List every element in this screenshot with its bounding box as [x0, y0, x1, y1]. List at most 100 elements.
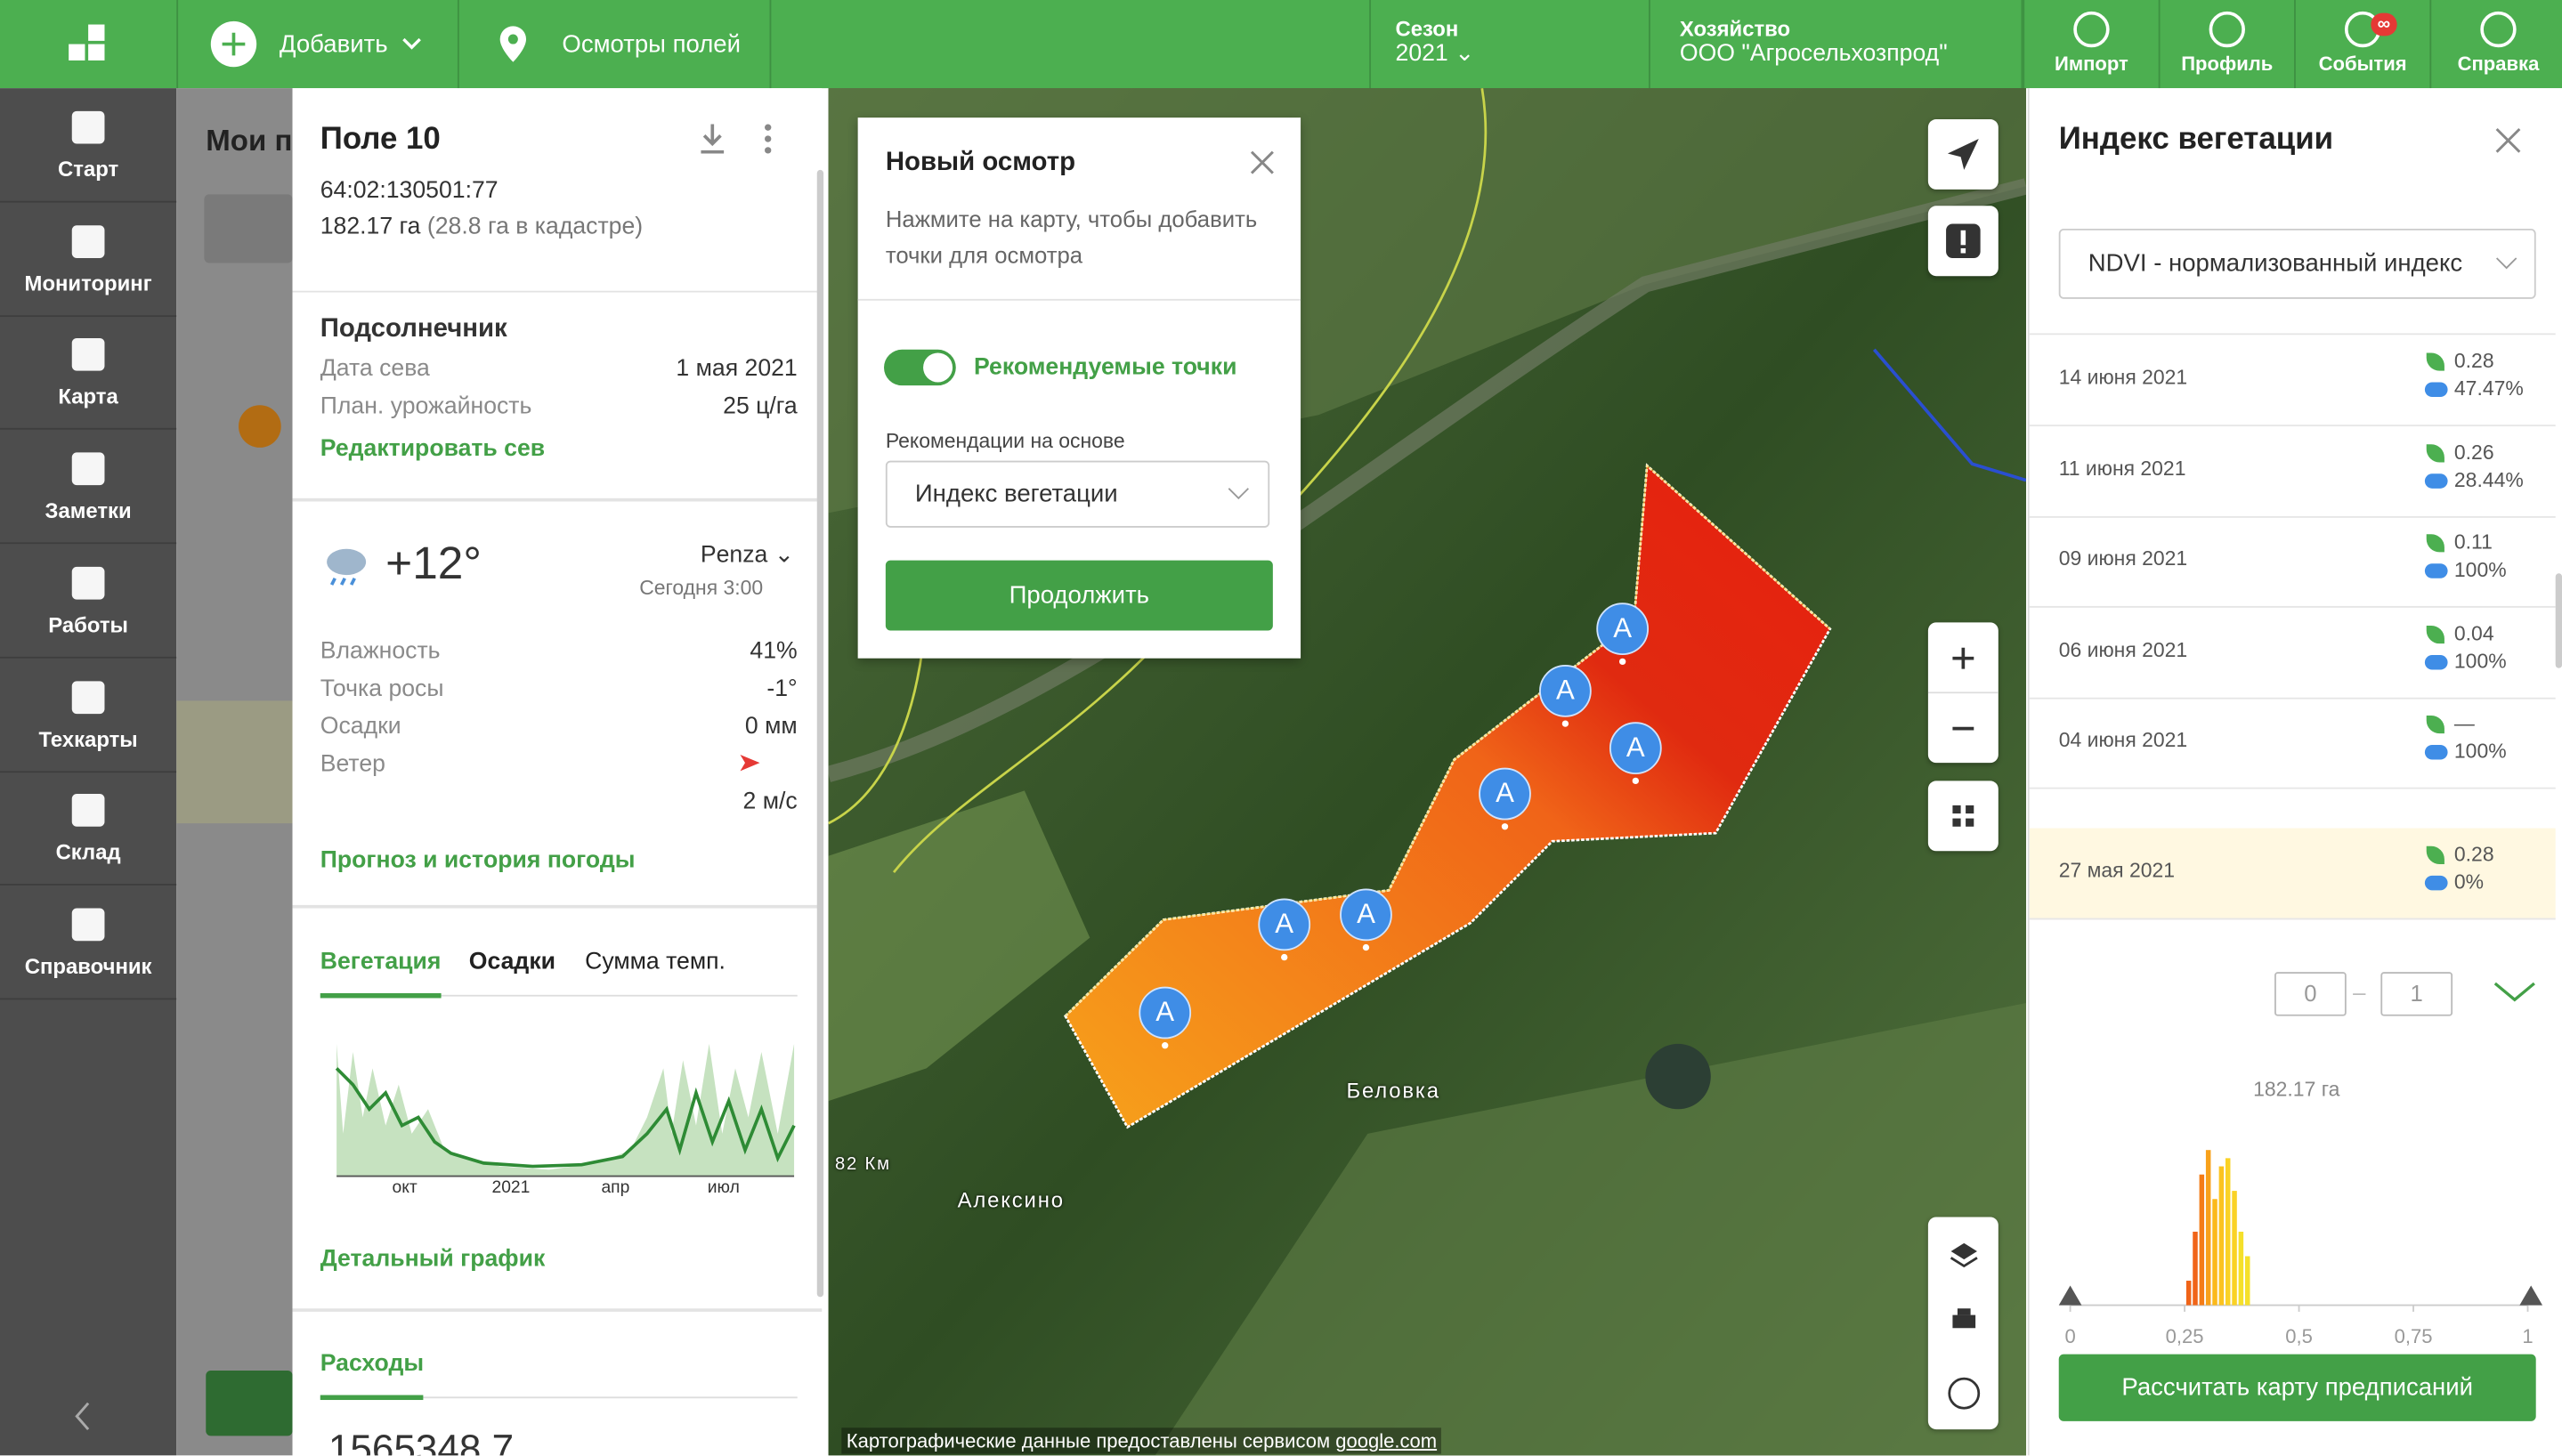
ndvi-value: —	[2453, 712, 2475, 736]
chevron	[1228, 488, 1249, 500]
expand-icon[interactable]	[2493, 980, 2536, 1003]
divider	[292, 904, 823, 909]
index-select[interactable]: NDVI - нормализованный индекс	[2058, 228, 2536, 299]
row-value: 1 мая 2021	[676, 356, 798, 383]
chart-tab[interactable]: Осадки	[468, 949, 556, 975]
nav-item[interactable]: Техкарты	[0, 658, 177, 772]
decoration	[2218, 1166, 2225, 1306]
sowing-row: План. урожайность 25 ц/га	[320, 393, 798, 419]
cloud-icon	[2424, 382, 2448, 398]
nav-item[interactable]: Заметки	[0, 430, 177, 545]
zoom-control[interactable]	[1927, 622, 1999, 764]
range-max[interactable]: 1	[2380, 972, 2453, 1016]
nav-item[interactable]: Работы	[0, 544, 177, 659]
weather-city[interactable]: Penza ⌄	[700, 542, 795, 569]
pin-dot	[1618, 658, 1626, 666]
attribution-link[interactable]: google.com	[1335, 1429, 1438, 1452]
decoration	[2185, 1281, 2192, 1306]
decoration	[2232, 1191, 2237, 1306]
date-row[interactable]: 11 июня 2021 0.26 28.44%	[2029, 425, 2556, 518]
inspections-button[interactable]: Осмотры полей	[461, 0, 772, 89]
top-action[interactable]: Справка	[2429, 0, 2562, 89]
zoom-icons	[1927, 647, 1999, 731]
field-title: Поле 10	[320, 122, 441, 158]
add-label: Добавить	[279, 29, 388, 59]
expenses-title[interactable]: Расходы	[320, 1350, 425, 1378]
mini-line	[335, 1067, 796, 1169]
continue-button[interactable]: Продолжить	[885, 560, 1273, 631]
locate-icon	[1947, 139, 1979, 170]
date-row[interactable]: 09 июня 2021 0.11 100%	[2029, 516, 2556, 609]
expenses-value: 1565348,7	[328, 1428, 515, 1456]
layers-grid-button[interactable]	[1927, 781, 1999, 852]
area-line: 182.17 га (28.8 га в кадастре)	[320, 214, 643, 239]
weather-link[interactable]: Прогноз и истoрия погоды	[320, 847, 636, 874]
tabs-line	[320, 1396, 798, 1399]
decoration	[1966, 805, 1974, 814]
date-row[interactable]: 14 июня 2021 0.28 47.47%	[2029, 335, 2556, 427]
ndvi-value: 0.04	[2453, 621, 2494, 645]
nav-item[interactable]: Склад	[0, 772, 177, 886]
nav-item[interactable]: Справочник	[0, 886, 177, 1000]
date-row[interactable]: 04 июня 2021 — 100%	[2029, 698, 2556, 790]
sowing-row: Дата сева 1 мая 2021	[320, 356, 798, 382]
top-action[interactable]: Профиль	[2158, 0, 2294, 89]
collapse-icon[interactable]	[72, 1400, 95, 1433]
season-select[interactable]: Сезон 2021 ⌄	[1369, 0, 1650, 89]
chart-tab[interactable]: Сумма темп.	[585, 949, 726, 975]
decoration	[507, 34, 518, 44]
detail-chart-link[interactable]: Детальный график	[320, 1246, 546, 1273]
close-icon[interactable]	[1250, 150, 1275, 175]
inspection-pin[interactable]: A	[1596, 603, 1650, 656]
divider	[2029, 333, 2556, 336]
inspection-pin[interactable]: A	[1609, 722, 1662, 775]
toggle[interactable]	[884, 348, 958, 387]
date: 09 июня 2021	[2058, 547, 2188, 570]
inspection-pin[interactable]: A	[1479, 767, 1531, 821]
prescription-button[interactable]: Рассчитать карту предписаний	[2058, 1354, 2536, 1421]
date-row[interactable]: 27 мая 2021 0.28 0%	[2029, 828, 2556, 920]
date-row[interactable]: 06 июня 2021 0.04 100%	[2029, 607, 2556, 700]
decoration	[69, 44, 85, 61]
mini-x-label: 2021	[491, 1177, 531, 1198]
decoration	[1952, 1314, 1976, 1329]
range-min[interactable]: 0	[2274, 972, 2347, 1016]
inspection-pin[interactable]: A	[1258, 898, 1311, 951]
decoration	[2225, 1158, 2231, 1306]
top-action[interactable]: События ∞	[2294, 0, 2429, 89]
top-bar: Добавить Осмотры полей Сезон 2021 ⌄ Хозя…	[0, 0, 2562, 89]
city: Penza	[700, 542, 768, 569]
logo[interactable]	[0, 0, 179, 89]
decoration	[88, 24, 105, 41]
nav-item[interactable]: Мониторинг	[0, 202, 177, 317]
basis-select[interactable]: Индекс вегетации	[885, 460, 1270, 528]
decoration	[765, 124, 772, 131]
chart-tab[interactable]: Вегетация	[320, 949, 442, 975]
inspection-pin[interactable]: A	[1539, 665, 1592, 717]
range-handle[interactable]	[2058, 1285, 2082, 1306]
close-icon[interactable]	[2495, 127, 2521, 153]
alert-button[interactable]	[1927, 206, 1999, 277]
fields-area	[828, 790, 1090, 1102]
attribution: Картографические данные предоставлены се…	[846, 1429, 1331, 1452]
add-button[interactable]: Добавить	[178, 0, 459, 89]
date: 27 мая 2021	[2058, 859, 2176, 883]
leaf-icon	[2426, 625, 2444, 643]
locate-button[interactable]	[1927, 118, 1999, 190]
nav-item[interactable]: Старт	[0, 88, 177, 203]
download-icon[interactable]	[698, 121, 727, 157]
fields-list-behind: Мои п	[176, 88, 293, 1456]
area: 182.17 га	[320, 214, 421, 240]
index-value: NDVI - нормализованный индекс	[2088, 249, 2463, 279]
menu-icon[interactable]	[763, 121, 773, 157]
farm-select[interactable]: Хозяйство ООО "Агросельхозпрод"	[1652, 0, 2023, 89]
map-tools[interactable]	[1927, 1217, 1999, 1430]
decoration	[1952, 818, 1961, 827]
top-action[interactable]: Импорт	[2023, 0, 2158, 89]
decoration	[1950, 1242, 1977, 1260]
range-handle[interactable]	[2519, 1285, 2543, 1306]
inspection-pin[interactable]: A	[1139, 986, 1192, 1039]
inspection-pin[interactable]: A	[1340, 888, 1392, 942]
edit-sowing-link[interactable]: Редактировать сев	[320, 436, 546, 463]
nav-item[interactable]: Карта	[0, 316, 177, 431]
